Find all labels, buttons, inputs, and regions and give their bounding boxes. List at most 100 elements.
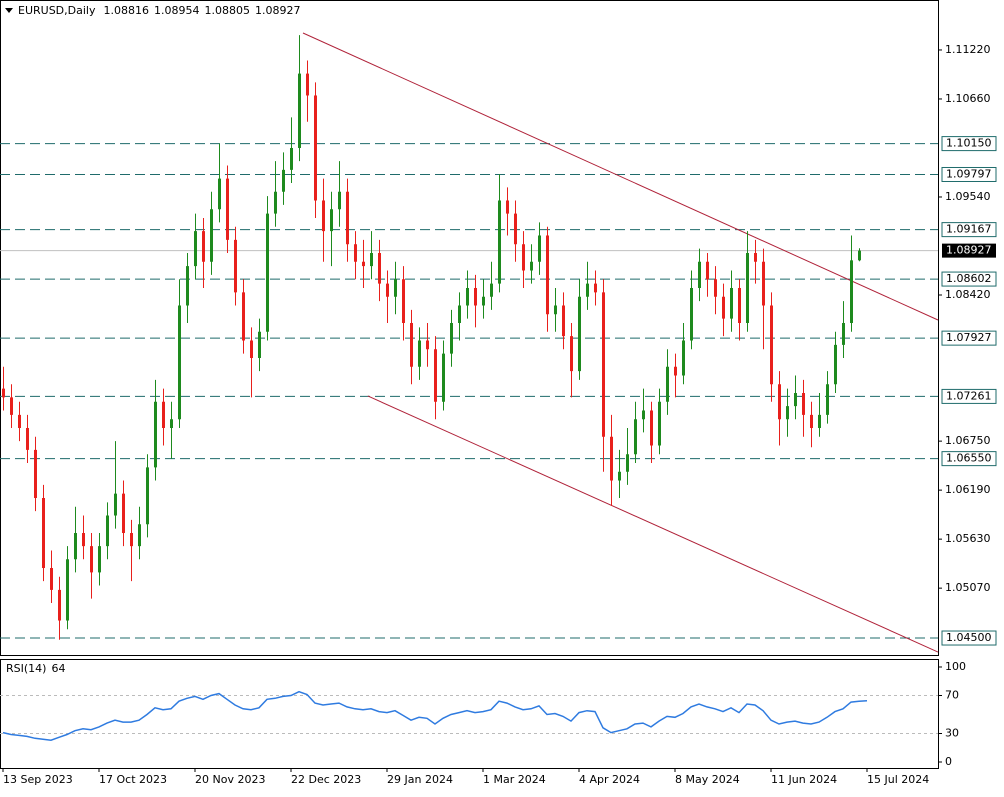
candle-body	[306, 73, 309, 96]
level-label: 1.08602	[946, 272, 992, 285]
candle-body	[234, 239, 237, 293]
y-tick-label: 1.06190	[945, 483, 991, 496]
candle-body	[426, 340, 429, 350]
candle-body	[106, 515, 109, 547]
candle-body	[114, 493, 117, 516]
candle-body	[666, 366, 669, 402]
candle-body	[658, 401, 661, 446]
candle-body	[802, 393, 805, 415]
candle-body	[698, 261, 701, 288]
level-label-box	[941, 388, 997, 404]
candle-body	[154, 401, 157, 468]
candle-body	[90, 546, 93, 573]
candle-body	[298, 73, 301, 148]
x-tick-label: 15 Jul 2024	[867, 773, 929, 786]
candle-body	[2, 388, 5, 398]
candle-body	[770, 305, 773, 385]
candle-body	[178, 305, 181, 420]
candle-body	[618, 471, 621, 481]
open-value: 1.08816	[103, 4, 149, 17]
candle-body	[762, 261, 765, 306]
candle-body	[554, 305, 557, 315]
candle-body	[794, 393, 797, 407]
candle-body	[810, 414, 813, 429]
candle-body	[474, 287, 477, 306]
y-tick-label: 1.08420	[945, 288, 991, 301]
candle-body	[146, 467, 149, 525]
candle-body	[18, 414, 21, 429]
candle-body	[434, 349, 437, 402]
rsi-tick-label: 70	[945, 688, 959, 701]
y-tick-label: 1.05630	[945, 532, 991, 545]
candle-body	[818, 414, 821, 429]
low-value: 1.08805	[204, 4, 250, 17]
candle-body	[410, 322, 413, 367]
candle-body	[786, 406, 789, 420]
rsi-tick-label: 30	[945, 727, 959, 740]
level-label: 1.06550	[946, 452, 992, 465]
candle-body	[642, 410, 645, 420]
current-price-box	[942, 243, 996, 258]
candle-body	[354, 244, 357, 262]
candle-body	[202, 231, 205, 262]
x-tick-label: 11 Jun 2024	[771, 773, 837, 786]
candle-body	[322, 200, 325, 232]
candle-body	[482, 296, 485, 306]
level-label: 1.09167	[946, 223, 992, 236]
candle-body	[466, 287, 469, 306]
candle-body	[162, 401, 165, 429]
candle-body	[546, 235, 549, 315]
candle-body	[826, 384, 829, 415]
header: EURUSD,Daily 1.08816 1.08954 1.08805 1.08927	[18, 4, 300, 17]
x-tick-label: 29 Jan 2024	[387, 773, 453, 786]
candle-body	[714, 279, 717, 297]
candle-body	[690, 287, 693, 341]
candle-body	[578, 296, 581, 372]
candle-body	[682, 340, 685, 376]
candle-body	[194, 231, 197, 267]
candle-body	[338, 191, 341, 210]
x-tick-label: 22 Dec 2023	[291, 773, 361, 786]
trendline	[367, 395, 939, 653]
level-label-box	[941, 451, 997, 467]
candle-body	[314, 95, 317, 201]
candle-body	[346, 191, 349, 245]
candle-body	[330, 209, 333, 232]
candle-body	[754, 252, 757, 262]
candle-body	[570, 336, 573, 372]
candle-body	[418, 340, 421, 367]
x-tick-label: 13 Sep 2023	[3, 773, 73, 786]
rsi-line	[2, 690, 868, 741]
candle-body	[842, 322, 845, 345]
candle-body	[402, 279, 405, 323]
level-label-box	[941, 630, 997, 646]
candle-body	[250, 340, 253, 358]
candle-body	[98, 546, 101, 573]
candle-body	[634, 419, 637, 455]
level-label-box	[941, 271, 997, 287]
symbol: EURUSD,Daily	[18, 4, 96, 17]
rsi-header: RSI(14) 64	[6, 662, 65, 675]
candle-body	[674, 366, 677, 376]
level-label: 1.10150	[946, 137, 992, 150]
candle-body	[834, 344, 837, 385]
candle-body	[450, 322, 453, 354]
level-label-box	[941, 166, 997, 182]
candle-body	[282, 169, 285, 192]
rsi-tick-label: 100	[945, 660, 966, 673]
collapse-icon	[5, 8, 13, 13]
y-tick-label: 1.05070	[945, 581, 991, 594]
candle-body	[386, 283, 389, 297]
candle-body	[778, 384, 781, 420]
candle-body	[34, 449, 37, 499]
x-tick-label: 4 Apr 2024	[579, 773, 640, 786]
candle-body	[10, 397, 13, 415]
candle-body	[66, 559, 69, 621]
y-tick-label: 1.10660	[945, 92, 991, 105]
candle-body	[290, 147, 293, 170]
candle-body	[242, 292, 245, 341]
candle-body	[50, 568, 53, 590]
candle-body	[490, 283, 493, 297]
level-label-box	[941, 136, 997, 152]
candle-body	[586, 283, 589, 297]
